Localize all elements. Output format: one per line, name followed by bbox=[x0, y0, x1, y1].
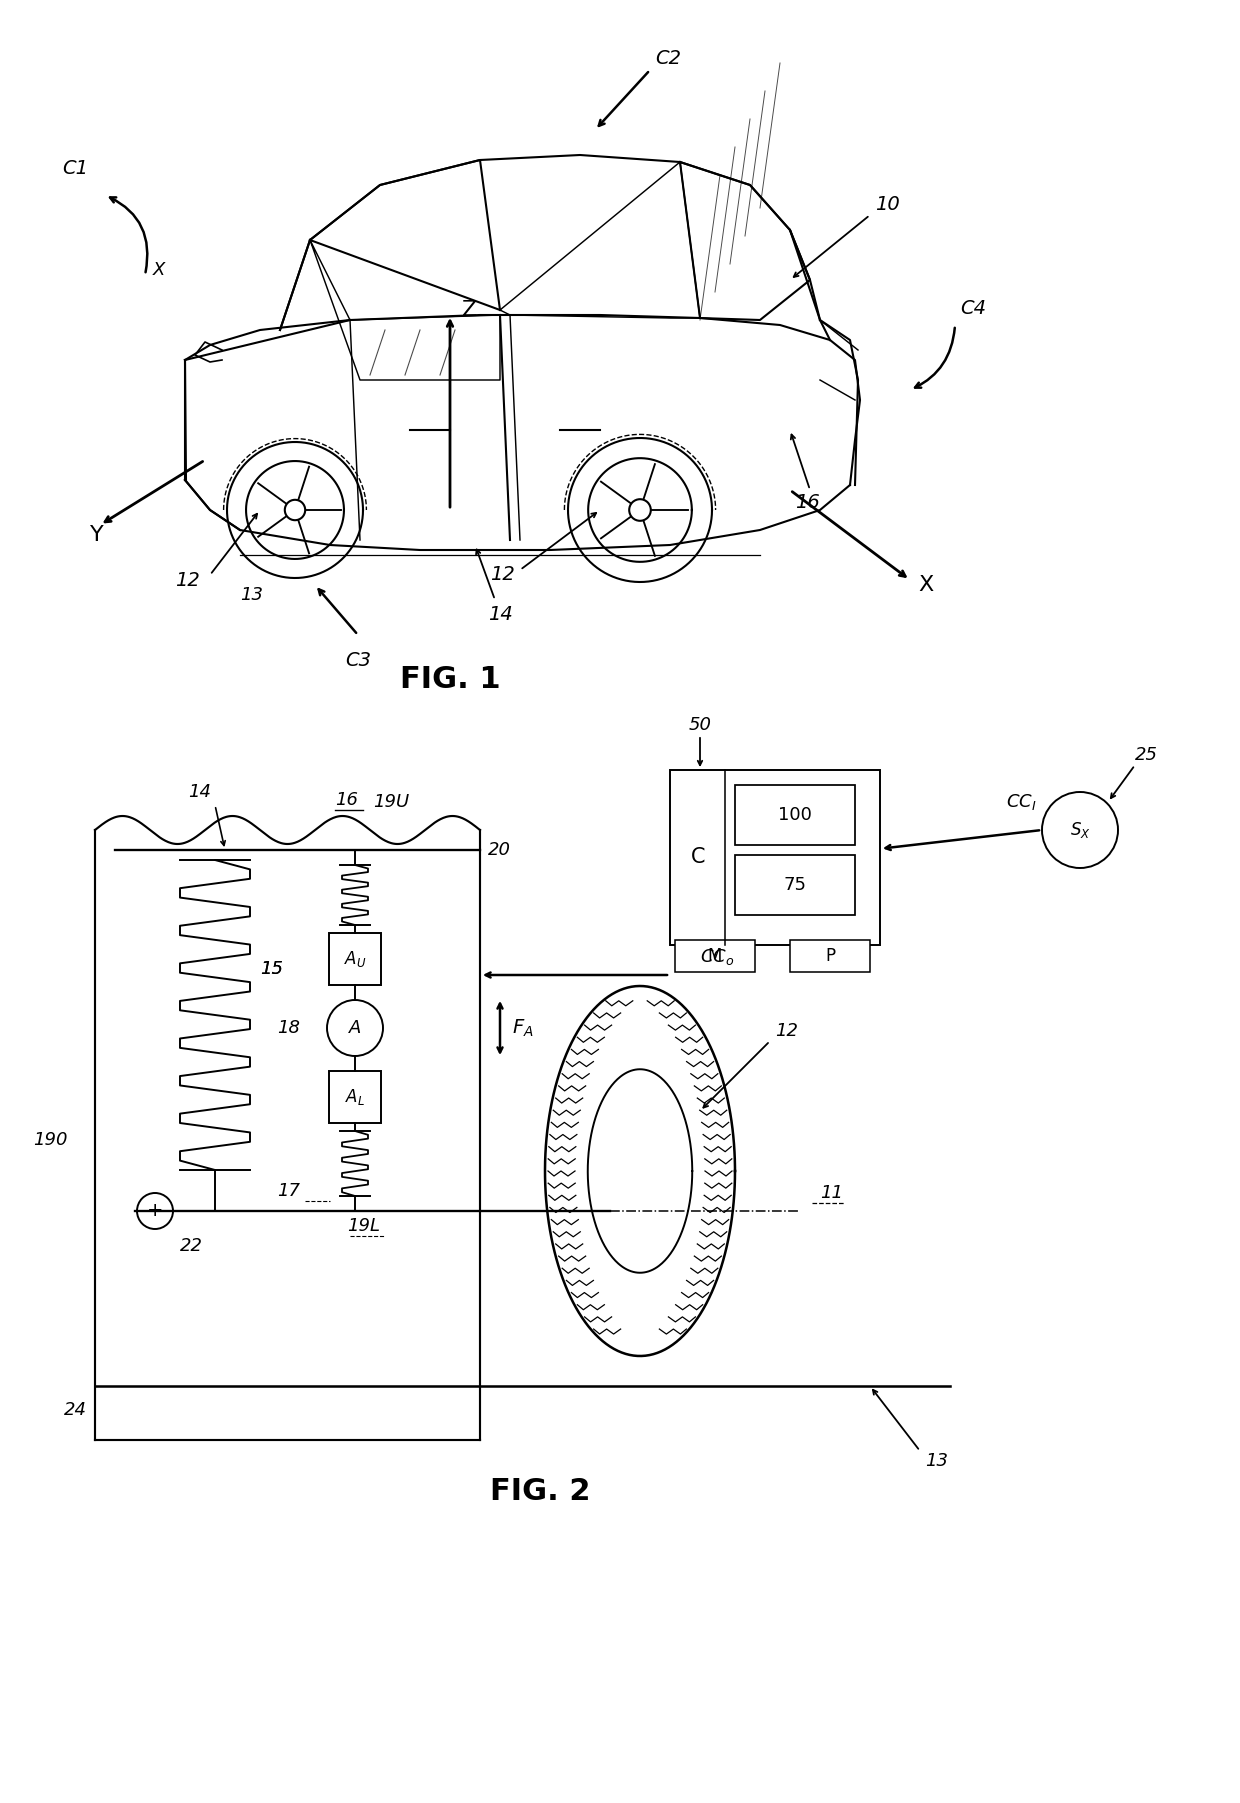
Text: C1: C1 bbox=[62, 159, 88, 177]
Circle shape bbox=[1042, 792, 1118, 867]
Text: C2: C2 bbox=[655, 49, 681, 67]
Text: Z: Z bbox=[463, 299, 477, 319]
Text: 19L: 19L bbox=[347, 1217, 379, 1235]
Text: 15: 15 bbox=[260, 959, 283, 977]
Text: 75: 75 bbox=[784, 876, 806, 894]
Text: $CC_o$: $CC_o$ bbox=[701, 947, 734, 966]
Text: 18: 18 bbox=[277, 1019, 300, 1037]
Bar bbox=[329, 1071, 381, 1123]
Text: 14: 14 bbox=[188, 783, 212, 801]
Text: C4: C4 bbox=[960, 299, 986, 317]
Text: A: A bbox=[348, 1019, 361, 1037]
Bar bbox=[675, 939, 755, 972]
Text: 190: 190 bbox=[33, 1130, 68, 1149]
Text: $A_U$: $A_U$ bbox=[343, 948, 366, 968]
Text: FIG. 2: FIG. 2 bbox=[490, 1477, 590, 1506]
Text: C: C bbox=[691, 847, 706, 867]
Text: Y: Y bbox=[91, 525, 104, 545]
Text: C3: C3 bbox=[345, 651, 371, 669]
Text: 100: 100 bbox=[777, 806, 812, 824]
Text: X: X bbox=[153, 261, 165, 279]
Text: 20: 20 bbox=[489, 840, 511, 858]
Text: 16: 16 bbox=[335, 792, 358, 810]
Text: $A_L$: $A_L$ bbox=[345, 1087, 365, 1107]
Text: 12: 12 bbox=[175, 570, 200, 590]
Text: 16: 16 bbox=[795, 494, 820, 512]
Text: 25: 25 bbox=[1135, 746, 1158, 764]
Bar bbox=[790, 939, 870, 972]
Text: 10: 10 bbox=[875, 195, 900, 215]
Circle shape bbox=[285, 499, 305, 521]
Circle shape bbox=[327, 1001, 383, 1057]
Text: 50: 50 bbox=[688, 716, 712, 734]
Bar bbox=[670, 770, 880, 945]
Text: 13: 13 bbox=[241, 586, 263, 604]
Text: M: M bbox=[708, 947, 722, 965]
Text: +: + bbox=[146, 1201, 164, 1221]
Text: X: X bbox=[918, 575, 934, 595]
Bar bbox=[735, 855, 856, 914]
Bar bbox=[735, 784, 856, 846]
Text: 14: 14 bbox=[489, 604, 513, 624]
Text: $CC_I$: $CC_I$ bbox=[1007, 792, 1037, 811]
Text: P: P bbox=[825, 947, 835, 965]
Text: 22: 22 bbox=[180, 1237, 203, 1255]
Text: 12: 12 bbox=[490, 566, 515, 584]
Text: 24: 24 bbox=[64, 1401, 87, 1419]
Text: 11: 11 bbox=[820, 1185, 843, 1203]
Text: 13: 13 bbox=[925, 1451, 949, 1469]
Circle shape bbox=[136, 1194, 174, 1230]
Text: FIG. 1: FIG. 1 bbox=[399, 665, 500, 694]
Text: 17: 17 bbox=[277, 1183, 300, 1201]
Text: $S_X$: $S_X$ bbox=[1070, 820, 1090, 840]
Text: $F_A$: $F_A$ bbox=[512, 1017, 533, 1039]
Text: 19U: 19U bbox=[373, 793, 409, 811]
Circle shape bbox=[629, 499, 651, 521]
Text: 15: 15 bbox=[260, 959, 283, 977]
Text: 12: 12 bbox=[775, 1022, 799, 1040]
Bar bbox=[329, 932, 381, 984]
